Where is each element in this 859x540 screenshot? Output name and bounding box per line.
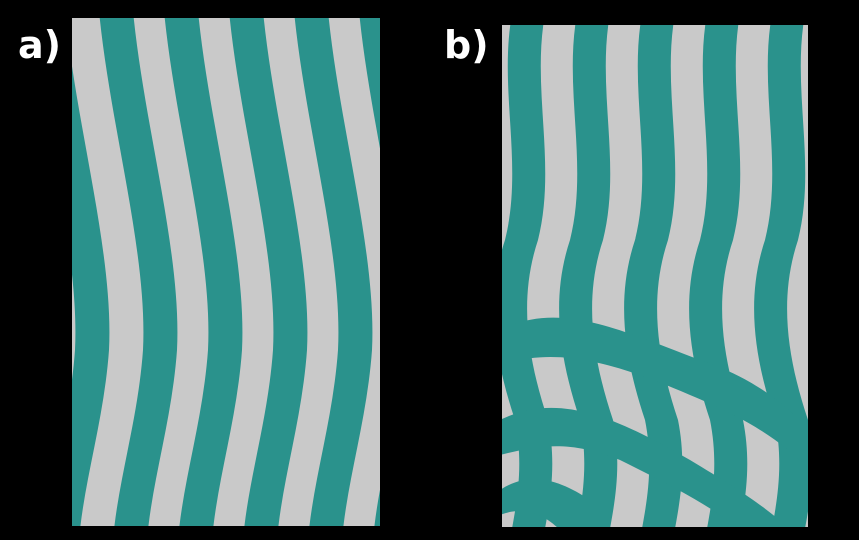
figure: a) b): [0, 0, 859, 540]
page: a) b) (() => { const data = JSON.parse(d…: [0, 0, 859, 540]
panel-label: a): [18, 23, 61, 67]
panel-b-image: [494, 0, 812, 540]
panel-a-image: [30, 0, 437, 540]
panel-label: b): [444, 23, 489, 67]
